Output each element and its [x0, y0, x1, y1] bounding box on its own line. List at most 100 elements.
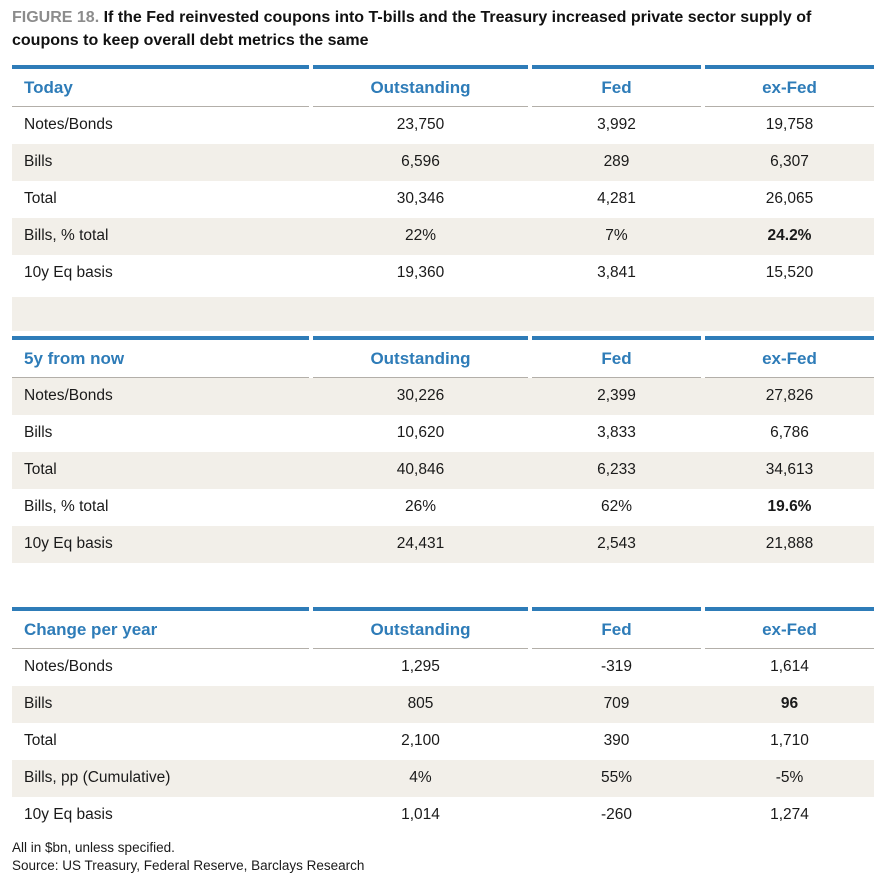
table-row-total: Total 40,846 6,233 34,613: [12, 452, 874, 489]
cell-value: 6,233: [597, 461, 636, 478]
cell-value: 1,710: [770, 732, 809, 749]
cell-value: 3,833: [597, 424, 636, 441]
cell-value: 3,841: [597, 264, 636, 281]
column-header-ex-fed: ex-Fed: [705, 336, 874, 378]
column-header-fed: Fed: [532, 65, 701, 107]
cell-value: 30,226: [396, 387, 445, 404]
figure-label: FIGURE 18.: [12, 9, 100, 26]
cell-value: 62%: [600, 498, 633, 515]
cell-value: 7%: [605, 227, 628, 244]
row-label: Notes/Bonds: [24, 658, 113, 675]
row-label: 10y Eq basis: [24, 806, 113, 823]
column-header-outstanding: Outstanding: [313, 336, 528, 378]
cell-value: 26,065: [765, 190, 814, 207]
cell-value: 24,431: [396, 535, 445, 552]
cell-value: 40,846: [396, 461, 445, 478]
row-label: 10y Eq basis: [24, 264, 113, 281]
cell-value: 10,620: [396, 424, 445, 441]
table-header-row: Today Outstanding Fed ex-Fed: [12, 65, 874, 107]
cell-value: 2,543: [597, 535, 636, 552]
cell-value: 21,888: [765, 535, 814, 552]
table-row-bills-total: Bills, % total 26% 62% 19.6%: [12, 489, 874, 526]
cell-value: 3,992: [597, 116, 636, 133]
column-header-fed: Fed: [532, 336, 701, 378]
cell-value: 23,750: [396, 116, 445, 133]
spacer-band: [12, 568, 874, 602]
cell-value: 34,613: [765, 461, 814, 478]
row-label: Notes/Bonds: [24, 116, 113, 133]
cell-value: 6,786: [770, 424, 809, 441]
cell-value: 19,360: [396, 264, 445, 281]
cell-value: 805: [407, 695, 434, 712]
table-title-change-per-year: Change per year: [12, 607, 309, 649]
footnote-units: All in $bn, unless specified.: [12, 840, 175, 855]
cell-value: 4%: [409, 769, 432, 786]
cell-value: 289: [603, 153, 630, 170]
row-label: Bills: [24, 153, 53, 170]
cell-value: 1,014: [401, 806, 440, 823]
table-row-notes-bonds: Notes/Bonds 1,295 -319 1,614: [12, 649, 874, 686]
cell-value: 1,614: [770, 658, 809, 675]
table-row-bills: Bills 6,596 289 6,307: [12, 144, 874, 181]
cell-value: 19.6%: [767, 498, 812, 515]
table-row-10y-eq-basis: 10y Eq basis 1,014 -260 1,274: [12, 797, 874, 834]
cell-value: 24.2%: [767, 227, 812, 244]
column-header-fed: Fed: [532, 607, 701, 649]
table-row-notes-bonds: Notes/Bonds 23,750 3,992 19,758: [12, 107, 874, 144]
table-title-5y-from-now: 5y from now: [12, 336, 309, 378]
cell-value: 4,281: [597, 190, 636, 207]
row-label: Total: [24, 461, 57, 478]
cell-value: 1,295: [401, 658, 440, 675]
row-label: Notes/Bonds: [24, 387, 113, 404]
footnote-source: Source: US Treasury, Federal Reserve, Ba…: [12, 858, 365, 873]
row-label: Bills, % total: [24, 498, 109, 515]
cell-value: 27,826: [765, 387, 814, 404]
row-label: Bills: [24, 695, 53, 712]
column-header-outstanding: Outstanding: [313, 607, 528, 649]
table-change-per-year: Change per year Outstanding Fed ex-Fed Notes…: [12, 607, 874, 834]
cell-value: 19,758: [765, 116, 814, 133]
table-header-row: 5y from now Outstanding Fed ex-Fed: [12, 336, 874, 378]
table-row-bills-pp-cumulative: Bills, pp (Cumulative) 4% 55% -5%: [12, 760, 874, 797]
cell-value: 15,520: [765, 264, 814, 281]
cell-value: 2,399: [597, 387, 636, 404]
table-row-10y-eq-basis: 10y Eq basis 19,360 3,841 15,520: [12, 255, 874, 292]
figure-title-text: If the Fed reinvested coupons into T-bil…: [12, 9, 812, 49]
row-label: 10y Eq basis: [24, 535, 113, 552]
cell-value: 22%: [404, 227, 437, 244]
table-row-bills-total: Bills, % total 22% 7% 24.2%: [12, 218, 874, 255]
cell-value: 26%: [404, 498, 437, 515]
cell-value: 1,274: [770, 806, 809, 823]
table-5y-from-now: 5y from now Outstanding Fed ex-Fed Notes/Bon…: [12, 336, 874, 563]
cell-value: 30,346: [396, 190, 445, 207]
cell-value: 55%: [600, 769, 633, 786]
row-label: Bills, % total: [24, 227, 109, 244]
cell-value: -260: [600, 806, 633, 823]
table-row-bills: Bills 805 709 96: [12, 686, 874, 723]
cell-value: 390: [603, 732, 630, 749]
spacer-band: [12, 297, 874, 331]
figure-title: FIGURE 18. If the Fed reinvested coupons…: [12, 6, 874, 52]
column-header-ex-fed: ex-Fed: [705, 607, 874, 649]
row-label: Bills: [24, 424, 53, 441]
row-label: Total: [24, 190, 57, 207]
row-label: Total: [24, 732, 57, 749]
cell-value: 2,100: [401, 732, 440, 749]
cell-value: 709: [603, 695, 630, 712]
table-row-notes-bonds: Notes/Bonds 30,226 2,399 27,826: [12, 378, 874, 415]
table-title-today: Today: [12, 65, 309, 107]
cell-value: -319: [600, 658, 633, 675]
cell-value: -5%: [775, 769, 804, 786]
cell-value: 96: [780, 695, 799, 712]
column-header-outstanding: Outstanding: [313, 65, 528, 107]
table-row-total: Total 2,100 390 1,710: [12, 723, 874, 760]
cell-value: 6,596: [401, 153, 440, 170]
cell-value: 6,307: [770, 153, 809, 170]
table-row-total: Total 30,346 4,281 26,065: [12, 181, 874, 218]
table-today: Today Outstanding Fed ex-Fed Notes/Bonds 23,7…: [12, 65, 874, 292]
column-header-ex-fed: ex-Fed: [705, 65, 874, 107]
row-label: Bills, pp (Cumulative): [24, 769, 171, 786]
tables-container: Today Outstanding Fed ex-Fed Notes/Bonds 23,7…: [12, 65, 874, 834]
table-row-bills: Bills 10,620 3,833 6,786: [12, 415, 874, 452]
